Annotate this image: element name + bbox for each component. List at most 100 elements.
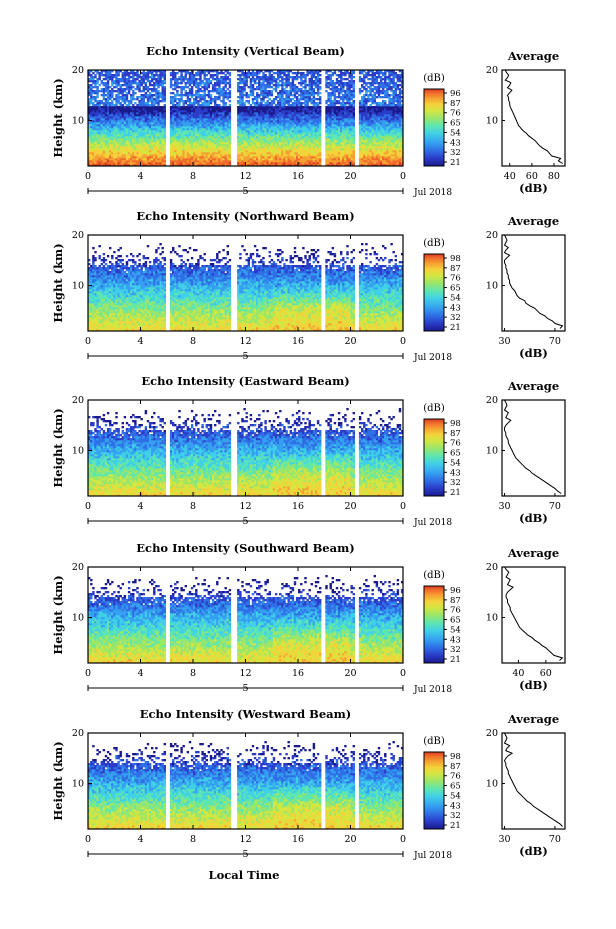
heatmap-cell bbox=[104, 160, 108, 163]
heatmap-cell bbox=[115, 110, 118, 113]
heatmap-cell bbox=[363, 122, 366, 125]
heatmap-cell bbox=[134, 142, 137, 145]
heatmap-cell bbox=[274, 158, 278, 161]
heatmap-cell bbox=[365, 162, 368, 165]
heatmap-cell bbox=[384, 104, 387, 107]
heatmap-cell bbox=[163, 106, 166, 109]
heatmap-cell bbox=[363, 102, 366, 105]
heatmap-cell bbox=[285, 158, 288, 161]
heatmap-cell bbox=[151, 156, 154, 159]
heatmap-cell bbox=[319, 102, 322, 105]
heatmap-cell bbox=[277, 128, 280, 131]
heatmap-cell bbox=[363, 128, 366, 131]
heatmap-cell bbox=[132, 118, 135, 121]
heatmap-cell bbox=[291, 160, 295, 163]
heatmap-cell bbox=[136, 154, 139, 157]
heatmap-cell bbox=[342, 154, 345, 157]
heatmap-cell bbox=[384, 132, 387, 135]
heatmap-cell bbox=[203, 98, 206, 101]
heatmap-cell bbox=[180, 152, 183, 155]
heatmap-cell bbox=[161, 108, 164, 111]
heatmap-cell bbox=[148, 120, 152, 123]
heatmap-cell bbox=[125, 96, 129, 99]
heatmap-cell bbox=[239, 144, 242, 147]
heatmap-cell bbox=[205, 102, 208, 105]
heatmap-cell bbox=[201, 142, 204, 145]
heatmap-cell bbox=[245, 112, 248, 115]
heatmap-cell bbox=[308, 118, 311, 121]
heatmap-cell bbox=[327, 108, 330, 111]
heatmap-cell bbox=[209, 118, 213, 121]
heatmap-cell bbox=[214, 144, 217, 147]
heatmap-cell bbox=[337, 102, 341, 105]
heatmap-cell bbox=[90, 120, 93, 123]
heatmap-cell bbox=[98, 148, 101, 151]
heatmap-cell bbox=[127, 114, 131, 117]
heatmap-cell bbox=[115, 106, 118, 109]
heatmap-cell bbox=[392, 106, 395, 109]
heatmap-cell bbox=[312, 152, 316, 155]
heatmap-cell bbox=[367, 120, 370, 123]
heatmap-cell bbox=[161, 118, 164, 121]
heatmap-cell bbox=[266, 132, 269, 135]
heatmap-cell bbox=[239, 120, 242, 123]
heatmap-cell bbox=[190, 164, 194, 167]
heatmap-cell bbox=[178, 138, 181, 141]
heatmap-cell bbox=[337, 158, 341, 161]
heatmap-cell bbox=[146, 108, 150, 111]
heatmap-cell bbox=[308, 164, 311, 167]
heatmap-cell bbox=[337, 162, 341, 165]
heatmap-cell bbox=[243, 164, 246, 167]
heatmap-cell bbox=[88, 132, 91, 135]
heatmap-cell bbox=[256, 134, 259, 137]
heatmap-cell bbox=[308, 158, 311, 161]
heatmap-cell bbox=[245, 92, 248, 95]
heatmap-cell bbox=[90, 94, 93, 97]
heatmap-cell bbox=[243, 114, 246, 117]
heatmap-cell bbox=[94, 138, 97, 141]
heatmap-cell bbox=[398, 100, 402, 103]
heatmap-cell bbox=[352, 156, 355, 159]
heatmap-cell bbox=[195, 108, 198, 111]
heatmap-cell bbox=[329, 154, 332, 157]
heatmap-cell bbox=[119, 102, 122, 105]
heatmap-cell bbox=[398, 124, 402, 127]
heatmap-cell bbox=[293, 128, 297, 131]
heatmap-cell bbox=[178, 146, 181, 149]
heatmap-cell bbox=[316, 136, 320, 139]
heatmap-cell bbox=[398, 104, 402, 107]
heatmap-cell bbox=[157, 118, 160, 121]
heatmap-cell bbox=[371, 106, 374, 109]
heatmap-cell bbox=[180, 130, 183, 133]
heatmap-cell bbox=[382, 138, 385, 141]
heatmap-cell bbox=[94, 126, 97, 129]
heatmap-cell bbox=[197, 148, 200, 151]
heatmap-cell bbox=[163, 146, 166, 149]
heatmap-cell bbox=[298, 132, 301, 135]
heatmap-cell bbox=[161, 90, 164, 93]
heatmap-cell bbox=[277, 100, 280, 103]
heatmap-cell bbox=[367, 164, 370, 167]
heatmap-cell bbox=[281, 160, 284, 163]
heatmap-cell bbox=[197, 108, 200, 111]
heatmap-cell bbox=[172, 126, 175, 129]
heatmap-cell bbox=[266, 156, 269, 159]
heatmap-cell bbox=[379, 134, 383, 137]
heatmap-cell bbox=[350, 146, 353, 149]
heatmap-cell bbox=[121, 160, 124, 163]
heatmap-cell bbox=[180, 134, 183, 137]
heatmap-cell bbox=[386, 120, 389, 123]
heatmap-cell bbox=[308, 154, 311, 157]
heatmap-cell bbox=[371, 138, 374, 141]
heatmap-cell bbox=[329, 144, 332, 147]
heatmap-cell bbox=[270, 108, 274, 111]
heatmap-cell bbox=[205, 158, 208, 161]
heatmap-cell bbox=[178, 160, 181, 163]
heatmap-cell bbox=[316, 142, 320, 145]
heatmap-cell bbox=[123, 98, 127, 101]
heatmap-cell bbox=[390, 114, 393, 117]
heatmap-cell bbox=[98, 106, 101, 109]
heatmap-cell bbox=[392, 98, 395, 101]
heatmap-cell bbox=[325, 132, 328, 135]
heatmap-cell bbox=[262, 92, 265, 95]
